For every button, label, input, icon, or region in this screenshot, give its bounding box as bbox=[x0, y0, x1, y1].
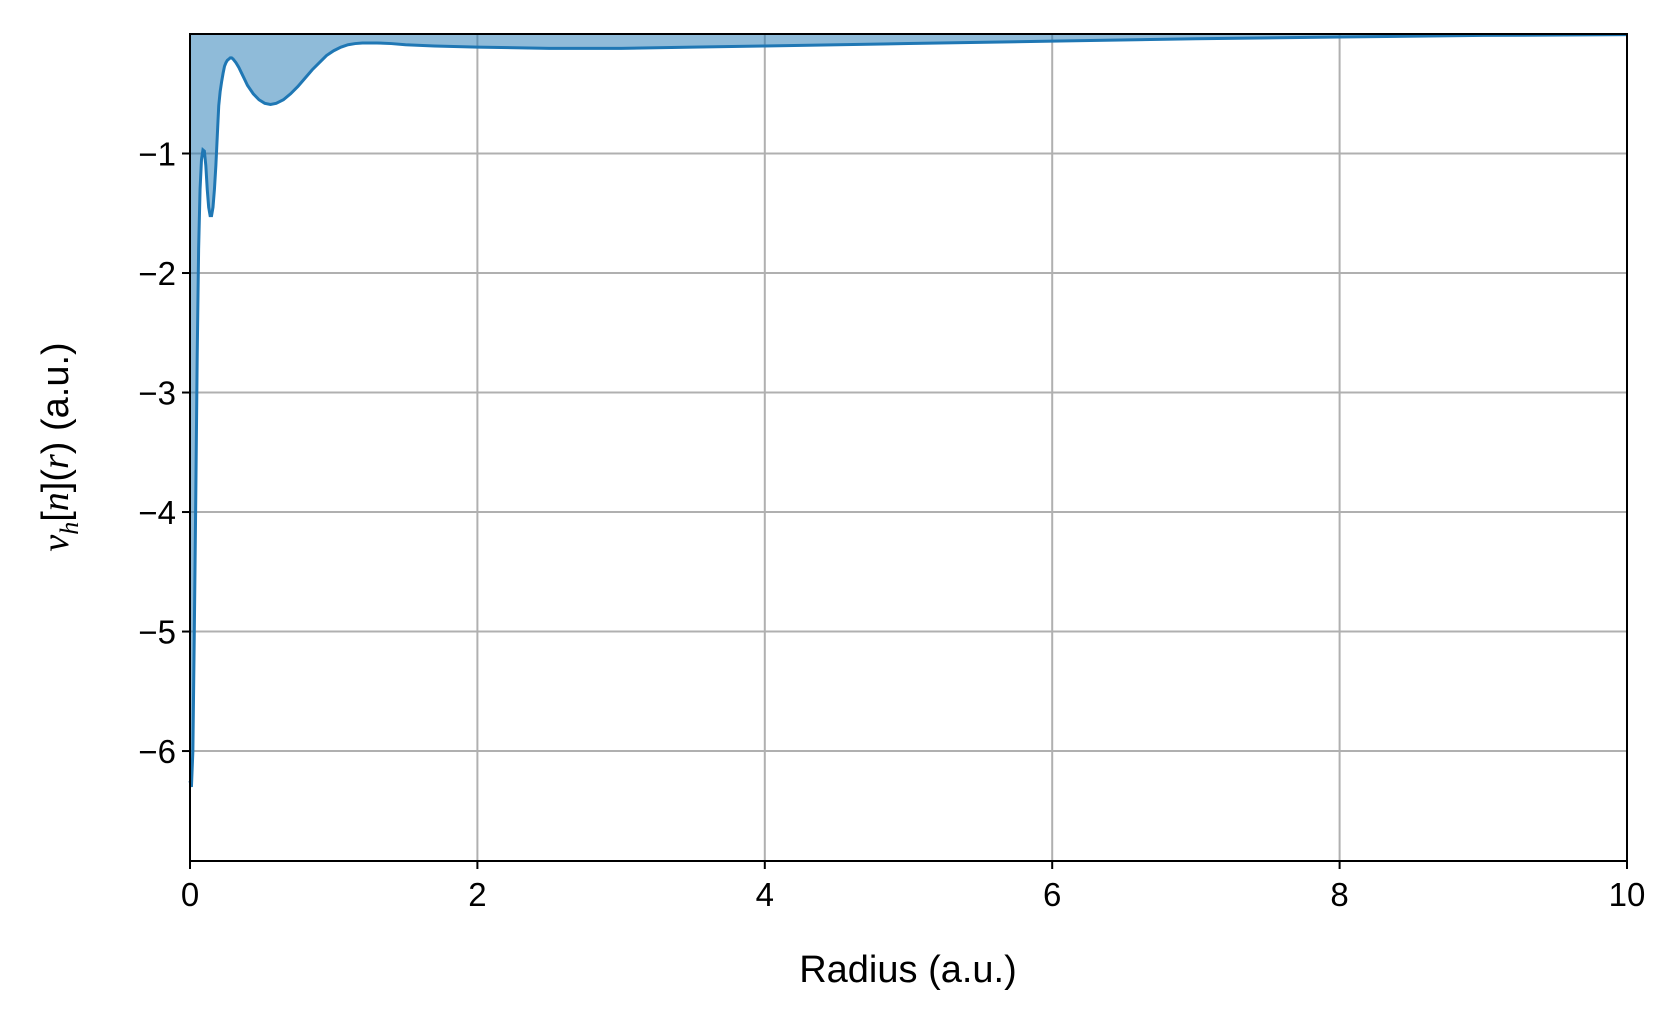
x-tick-label: 10 bbox=[1609, 876, 1646, 913]
x-tick-labels: 0 2 4 6 8 10 bbox=[181, 876, 1646, 913]
x-tick-label: 4 bbox=[756, 876, 774, 913]
y-tick-label: −2 bbox=[138, 255, 176, 292]
area-fill bbox=[190, 34, 1627, 787]
y-tick-label: −4 bbox=[138, 494, 176, 531]
y-tick-labels: −1 −2 −3 −4 −5 −6 bbox=[138, 136, 176, 771]
series-line bbox=[188, 33, 1628, 788]
axis-ticks bbox=[182, 152, 1628, 869]
plot-frame bbox=[189, 33, 1628, 862]
y-tick-label: −5 bbox=[138, 614, 176, 651]
grid bbox=[189, 34, 1628, 861]
x-tick-label: 0 bbox=[181, 876, 199, 913]
y-tick-label: −6 bbox=[138, 733, 176, 770]
x-tick-label: 2 bbox=[468, 876, 486, 913]
y-axis-label: vh[n](r) (a.u.) bbox=[35, 342, 84, 551]
y-tick-label: −1 bbox=[138, 136, 176, 173]
x-axis-label: Radius (a.u.) bbox=[799, 949, 1017, 991]
y-tick-label: −3 bbox=[138, 375, 176, 412]
x-tick-label: 8 bbox=[1330, 876, 1348, 913]
x-tick-label: 6 bbox=[1043, 876, 1061, 913]
